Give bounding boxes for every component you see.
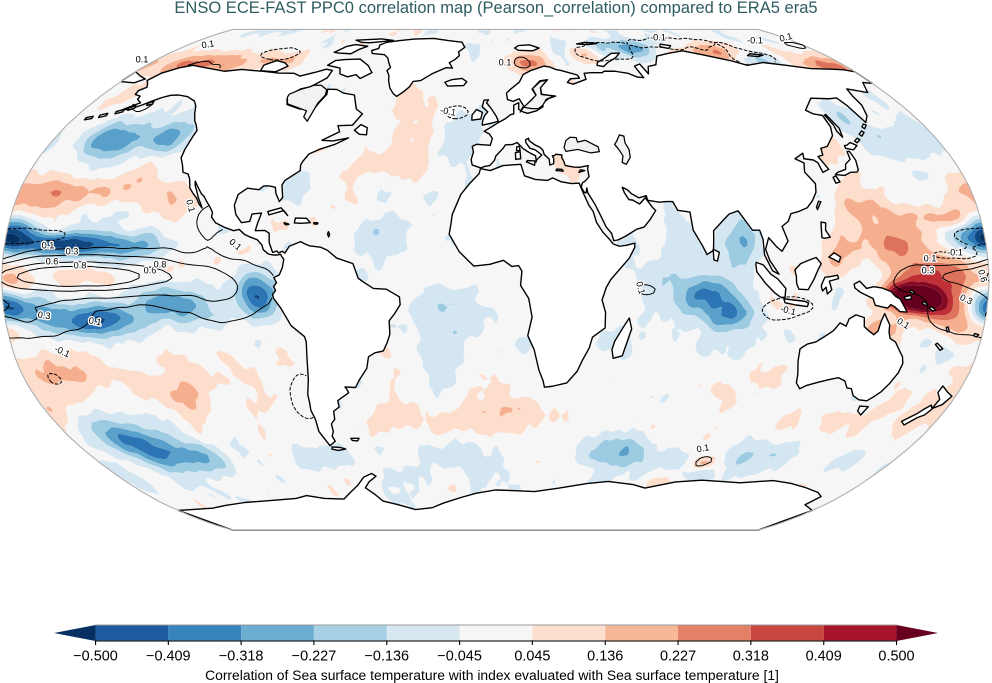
svg-text:0.227: 0.227: [660, 648, 696, 664]
svg-text:Correlation of Sea surface tem: Correlation of Sea surface temperature w…: [205, 667, 779, 683]
svg-text:0.045: 0.045: [514, 648, 550, 664]
svg-text:−0.409: −0.409: [146, 648, 191, 664]
svg-text:0.409: 0.409: [806, 648, 842, 664]
svg-text:−0.318: −0.318: [219, 648, 264, 664]
svg-text:0.318: 0.318: [733, 648, 769, 664]
svg-text:−0.045: −0.045: [437, 648, 482, 664]
svg-text:−0.136: −0.136: [364, 648, 409, 664]
svg-text:0.500: 0.500: [878, 648, 914, 664]
svg-text:0.136: 0.136: [587, 648, 623, 664]
svg-text:−0.500: −0.500: [73, 648, 118, 664]
svg-text:ENSO ECE-FAST PPC0 correlation: ENSO ECE-FAST PPC0 correlation map (Pear…: [174, 0, 817, 17]
svg-text:−0.227: −0.227: [292, 648, 337, 664]
